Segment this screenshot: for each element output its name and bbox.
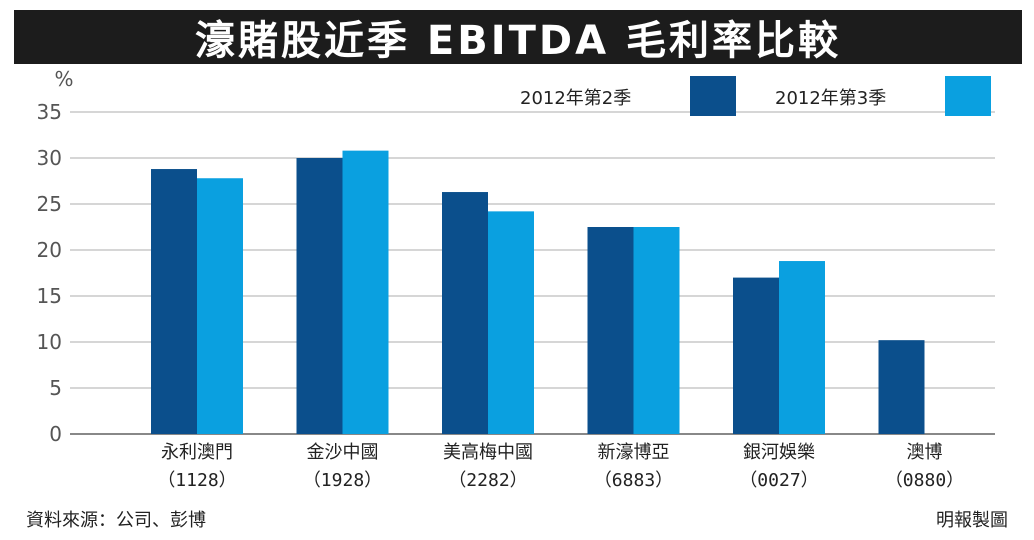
category-code-label: （1128） (157, 470, 236, 491)
y-tick-label: 30 (37, 146, 62, 170)
category-label: 美高梅中國 (443, 442, 533, 463)
y-tick-label: 15 (37, 284, 62, 308)
category-label: 金沙中國 (307, 442, 379, 463)
bar-q3 (342, 150, 389, 434)
legend-swatch (945, 76, 991, 116)
y-axis-unit: % (54, 67, 73, 91)
category-label: 永利澳門 (161, 442, 233, 463)
bar-q2 (296, 158, 343, 434)
y-axis: 0 5 10 15 20 25 30 35% (37, 67, 74, 446)
bar-q2 (587, 227, 634, 434)
chart-title: 濠賭股近季 EBITDA 毛利率比較 (195, 18, 841, 64)
legend: 2012年第2季 2012年第3季 (520, 76, 991, 116)
credit-note: 明報製圖 (936, 510, 1008, 531)
bar-q2 (442, 192, 488, 434)
y-tick-label: 5 (49, 376, 62, 400)
category-label: 澳博 (907, 442, 943, 463)
category-code-label: （6883） (594, 470, 673, 491)
bar-q2 (878, 340, 925, 434)
category-label: 新濠博亞 (598, 442, 670, 463)
y-tick-label: 25 (37, 192, 62, 216)
y-tick-label: 10 (37, 330, 62, 354)
bar-q3 (779, 261, 825, 434)
category-code-label: （0880） (885, 470, 964, 491)
category-code-label: （2282） (448, 470, 527, 491)
bar-q2 (151, 169, 197, 435)
bar-q3 (488, 211, 534, 434)
y-tick-label: 0 (49, 422, 62, 446)
y-tick-label: 20 (37, 238, 62, 262)
bars (151, 150, 925, 435)
legend-label: 2012年第3季 (775, 88, 886, 109)
legend-swatch (690, 76, 736, 116)
category-code-label: （0027） (739, 470, 818, 491)
category-code-label: （1928） (303, 470, 382, 491)
category-label: 銀河娛樂 (743, 442, 815, 463)
source-note: 資料來源：公司、彭博 (26, 510, 206, 531)
x-axis-labels: 永利澳門 （1128） 金沙中國 （1928） 美高梅中國 （2282） 新濠博亞 （6883… (157, 442, 964, 491)
bar-q2 (733, 277, 779, 434)
title-bar: 濠賭股近季 EBITDA 毛利率比較 (14, 10, 1022, 64)
bar-q3 (197, 178, 243, 434)
y-tick-label: 35 (37, 100, 62, 124)
bar-q3 (633, 227, 680, 434)
legend-label: 2012年第2季 (520, 88, 631, 109)
